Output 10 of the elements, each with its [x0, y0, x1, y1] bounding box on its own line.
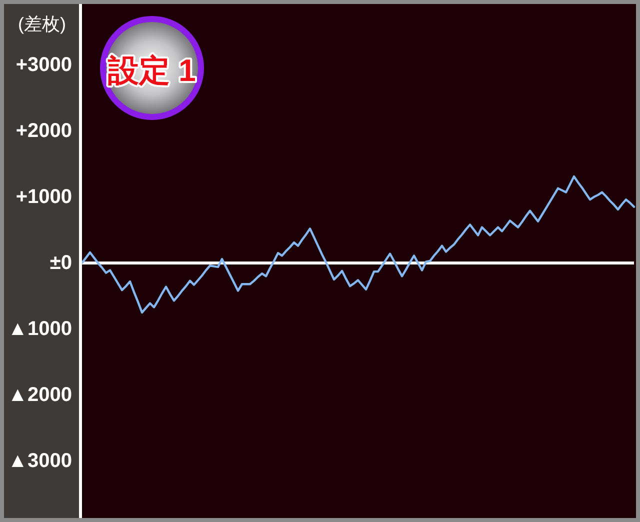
y-tick-label: +1000 — [16, 186, 72, 208]
annotation: 設定 1 — [107, 52, 196, 88]
y-tick-label: ▲3000 — [8, 450, 72, 472]
y-tick-label: +3000 — [16, 54, 72, 76]
y-tick-label: +2000 — [16, 120, 72, 142]
y-axis-title: (差枚) — [18, 14, 66, 34]
y-tick-label: ▲1000 — [8, 318, 72, 340]
y-tick-label: ±0 — [50, 252, 72, 274]
line-series — [82, 175, 636, 314]
y-tick-label: ▲2000 — [8, 384, 72, 406]
